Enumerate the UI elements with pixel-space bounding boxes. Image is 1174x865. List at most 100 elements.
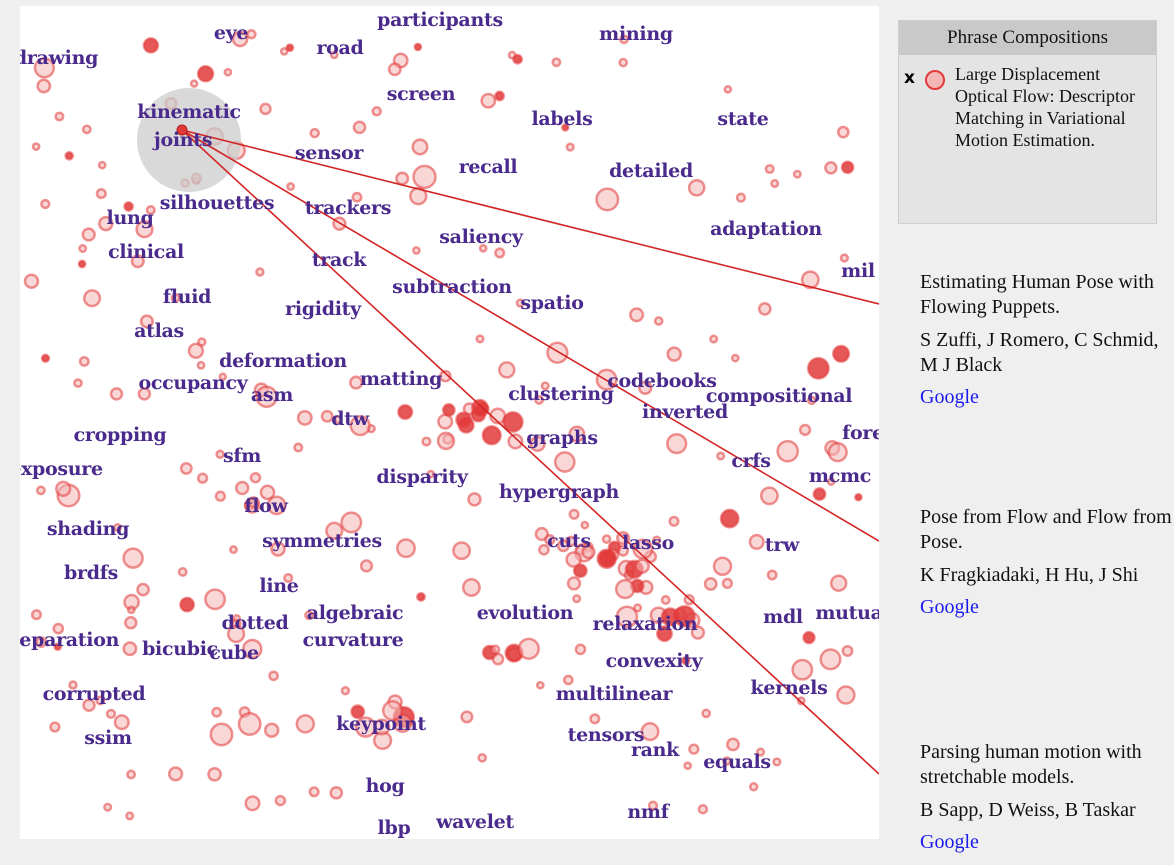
paper-bubble[interactable] [266, 495, 287, 516]
paper-bubble[interactable] [546, 341, 569, 364]
paper-bubble[interactable] [748, 533, 765, 550]
paper-bubble[interactable] [687, 178, 706, 197]
paper-bubble[interactable] [54, 111, 65, 122]
paper-bubble[interactable] [730, 353, 740, 363]
paper-bubble[interactable] [142, 37, 160, 54]
paper-bubble[interactable] [259, 484, 276, 501]
paper-bubble[interactable] [285, 43, 295, 53]
paper-bubble[interactable] [452, 541, 472, 561]
paper-bubble[interactable] [581, 544, 596, 560]
paper-bubble[interactable] [647, 800, 659, 811]
paper-bubble[interactable] [349, 375, 364, 390]
paper-bubble[interactable] [223, 67, 233, 77]
paper-bubble[interactable] [561, 123, 570, 132]
paper-bubble[interactable] [666, 432, 688, 455]
word-graphs[interactable]: graphs [526, 427, 598, 449]
word-separation[interactable]: separation [20, 629, 120, 651]
paper-bubble[interactable] [381, 700, 404, 722]
paper-bubble[interactable] [249, 471, 262, 484]
word-kernels[interactable]: kernels [750, 677, 828, 699]
paper-bubble[interactable] [812, 487, 827, 502]
paper-bubble[interactable] [412, 164, 437, 190]
paper-bubble[interactable] [660, 595, 671, 605]
paper-bubble[interactable] [460, 710, 474, 724]
paper-bubble[interactable] [177, 566, 188, 577]
paper-bubble[interactable] [565, 142, 575, 152]
paper-bubble[interactable] [841, 645, 854, 657]
paper-bubble[interactable] [30, 609, 43, 621]
paper-bubble[interactable] [439, 369, 452, 383]
word-silhouettes[interactable]: silhouettes [159, 192, 275, 214]
paper-bubble[interactable] [352, 120, 367, 135]
paper-bubble[interactable] [656, 625, 673, 643]
paper-bubble[interactable] [748, 782, 759, 792]
paper-bubble[interactable] [829, 574, 848, 592]
paper-bubble[interactable] [170, 293, 181, 303]
paper-bubble[interactable] [283, 572, 294, 584]
word-drawing[interactable]: drawing [20, 47, 99, 69]
paper-bubble[interactable] [551, 57, 562, 68]
paper-bubble[interactable] [179, 596, 196, 613]
paper-bubble[interactable] [722, 756, 732, 766]
paper-bubble[interactable] [97, 160, 107, 170]
paper-bubble[interactable] [209, 722, 234, 747]
paper-bubble[interactable] [534, 526, 549, 542]
paper-bubble[interactable] [827, 442, 848, 463]
paper-bubble[interactable] [538, 543, 550, 556]
paper-bubble[interactable] [308, 786, 320, 798]
paper-bubble[interactable] [836, 125, 850, 139]
word-mil[interactable]: mil [841, 260, 875, 282]
paper-bubble[interactable] [772, 757, 782, 767]
word-cropping[interactable]: cropping [73, 424, 167, 446]
paper-bubble[interactable] [268, 670, 279, 682]
word-keypoint[interactable]: keypoint [336, 713, 426, 735]
paper-bubble[interactable] [535, 680, 545, 690]
paper-bubble[interactable] [113, 714, 130, 731]
paper-bubble[interactable] [189, 79, 199, 88]
word-atlas[interactable]: atlas [134, 320, 184, 342]
word-wavelet[interactable]: wavelet [436, 811, 514, 833]
paper-bubble[interactable] [395, 171, 410, 186]
paper-bubble[interactable] [333, 414, 343, 424]
paper-bubble[interactable] [595, 187, 620, 212]
paper-bubble[interactable] [723, 85, 733, 94]
paper-bubble[interactable] [359, 559, 374, 573]
word-exposure[interactable]: exposure [20, 458, 103, 480]
paper-bubble[interactable] [329, 50, 339, 60]
paper-bubble[interactable] [766, 569, 778, 581]
paper-bubble[interactable] [255, 267, 265, 277]
paper-bubble[interactable] [441, 403, 456, 417]
paper-bubble[interactable] [130, 254, 145, 269]
paper-bubble[interactable] [247, 496, 260, 509]
paper-bubble[interactable] [204, 588, 227, 611]
paper-bubble[interactable] [791, 658, 814, 681]
word-matting[interactable]: matting [359, 368, 443, 390]
word-inverted[interactable]: inverted [642, 401, 728, 423]
word-kinematic[interactable]: kinematic [137, 101, 241, 123]
word-tensors[interactable]: tensors [567, 724, 645, 746]
paper-bubble[interactable] [23, 273, 40, 289]
paper-bubble[interactable] [350, 704, 366, 720]
paper-bubble[interactable] [832, 344, 851, 363]
paper-bubble[interactable] [49, 721, 61, 733]
word-cuts[interactable]: cuts [547, 530, 591, 552]
paper-bubble[interactable] [481, 425, 502, 446]
paper-bubble[interactable] [598, 549, 617, 568]
word-dtw[interactable]: dtw [331, 408, 369, 430]
paper-bubble[interactable] [413, 42, 423, 52]
word-bicubic[interactable]: bicubic [142, 638, 218, 660]
paper-bubble[interactable] [387, 62, 402, 77]
paper-bubble[interactable] [770, 178, 780, 189]
word-lbp[interactable]: lbp [377, 817, 411, 839]
paper-bubble[interactable] [759, 486, 779, 506]
paper-bubble[interactable] [461, 578, 481, 597]
paper-bubble[interactable] [553, 451, 576, 473]
word-mcmc[interactable]: mcmc [808, 465, 872, 487]
paper-bubble[interactable] [83, 289, 102, 308]
paper-bubble[interactable] [436, 431, 456, 451]
paper-bubble[interactable] [73, 378, 83, 388]
word-sensor[interactable]: sensor [294, 142, 364, 164]
google-link[interactable]: Google [920, 386, 979, 408]
paper-bubble[interactable] [396, 538, 416, 559]
paper-bubble[interactable] [293, 442, 304, 453]
